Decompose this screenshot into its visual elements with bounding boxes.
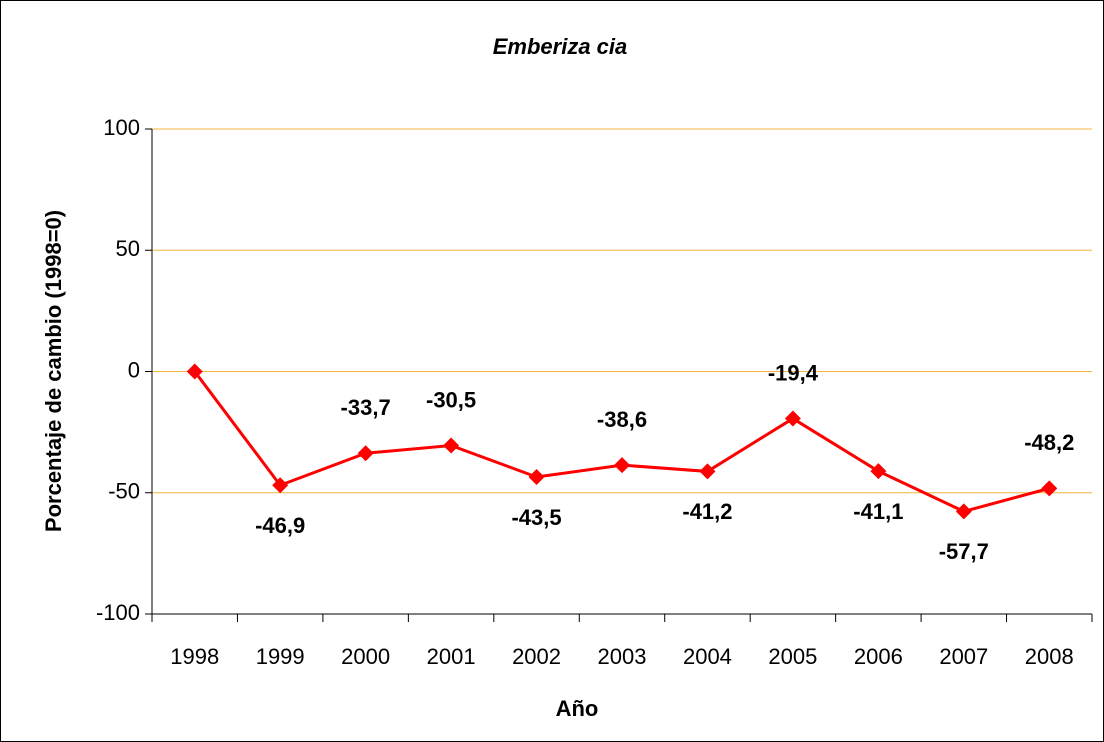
data-label: -48,2 (1024, 430, 1074, 455)
data-point (272, 477, 289, 494)
y-tick-label: -50 (108, 479, 140, 504)
y-axis-label: Porcentaje de cambio (1998=0) (41, 210, 66, 532)
y-tick-label: -100 (96, 600, 140, 625)
y-tick-label: 100 (103, 115, 140, 140)
x-tick-label: 2002 (512, 644, 561, 669)
x-tick-label: 1999 (256, 644, 305, 669)
data-point (186, 363, 203, 380)
data-point (699, 463, 716, 480)
data-point (443, 437, 460, 454)
data-label: -43,5 (511, 505, 561, 530)
x-tick-label: 2000 (341, 644, 390, 669)
data-point (614, 457, 630, 474)
data-label: -41,1 (853, 499, 903, 524)
data-label: -33,7 (341, 395, 391, 420)
x-tick-label: 2001 (427, 644, 476, 669)
y-tick-label: 0 (128, 357, 140, 382)
data-point (955, 503, 972, 520)
x-tick-label: 2003 (598, 644, 647, 669)
x-tick-label: 2007 (939, 644, 988, 669)
data-point (1041, 480, 1058, 497)
chart-title: Emberiza cia (493, 34, 628, 59)
y-tick-label: 50 (116, 236, 140, 261)
data-point (528, 468, 545, 485)
x-axis-label: Año (556, 696, 599, 721)
data-label: -38,6 (597, 407, 647, 432)
x-tick-label: 2004 (683, 644, 732, 669)
data-point (870, 463, 887, 480)
data-label: -30,5 (426, 387, 476, 412)
data-label: -46,9 (255, 513, 305, 538)
data-label: -57,7 (939, 539, 989, 564)
data-label: -19,4 (768, 360, 819, 385)
data-point (357, 445, 374, 462)
x-tick-label: 2008 (1025, 644, 1074, 669)
x-tick-label: 2005 (768, 644, 817, 669)
data-point (784, 410, 801, 427)
data-label: -41,2 (682, 499, 732, 524)
x-tick-label: 1998 (170, 644, 219, 669)
x-tick-label: 2006 (854, 644, 903, 669)
